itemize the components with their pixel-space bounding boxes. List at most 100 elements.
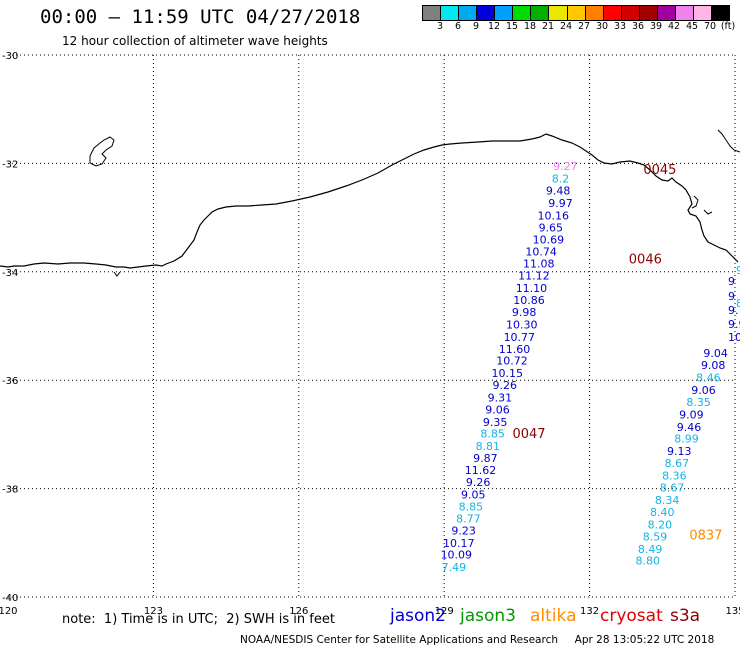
legend-label: 45 — [685, 21, 699, 32]
latitude-tick-label: -34 — [2, 268, 18, 279]
island — [89, 136, 115, 167]
swh-label: 10.86 — [513, 294, 545, 307]
longitude-tick-label: 120 — [0, 606, 18, 617]
longitude-tick-label: 132 — [580, 606, 599, 617]
legend-swatch — [675, 6, 694, 20]
legend-swatch — [459, 6, 478, 20]
legend-swatch — [423, 6, 442, 20]
time-labels: 0045 0046 0047 0837 — [512, 163, 722, 544]
swh-label: 9.87 — [473, 452, 498, 465]
legend-label: 9 — [472, 21, 480, 32]
pass-time-label: 0047 — [512, 427, 545, 442]
swh-label: 10.30 — [506, 318, 538, 331]
swh-label: 8.49 — [638, 543, 663, 556]
latitude-tick-label: -40 — [2, 593, 18, 604]
swh-label: 8.81 — [476, 440, 501, 453]
swh-label: 8.67 — [665, 457, 690, 470]
swh-label: 11.62 — [465, 464, 497, 477]
swh-label: 10.74 — [525, 246, 557, 259]
legend-swatch — [531, 6, 550, 20]
wave-height-color-legend — [422, 5, 730, 21]
legend-label: 3 — [436, 21, 444, 32]
swh-label: 9.13 — [667, 445, 692, 458]
legend-label: 18 — [523, 21, 537, 32]
swh-label: 10.72 — [496, 355, 528, 368]
swh-label: 8.80 — [636, 555, 661, 568]
swh-label: 9.04 — [703, 347, 728, 360]
edge-labels: 999.9.910.39.8. — [728, 264, 740, 344]
legend-label: 24 — [559, 21, 573, 32]
latitude-tick-label: -30 — [2, 51, 18, 62]
legend-swatch — [549, 6, 568, 20]
legend-swatch — [495, 6, 514, 20]
swh-label: 9.65 — [539, 221, 564, 234]
swh-label: 8.85 — [459, 500, 484, 513]
note-text: note: 1) Time is in UTC; 2) SWH is in fe… — [62, 612, 335, 627]
swh-label: 9.31 — [488, 392, 513, 405]
latitude-tick-label: -38 — [2, 485, 18, 496]
swh-label: 9.06 — [485, 403, 510, 416]
swh-label: 10.17 — [443, 537, 475, 550]
swh-label: 10.16 — [538, 209, 570, 222]
legend-swatch — [657, 6, 676, 20]
legend-swatch — [477, 6, 496, 20]
swh-label-clipped: 9. — [728, 304, 739, 317]
swh-label: 10.77 — [504, 331, 536, 344]
coastline-detail — [691, 129, 740, 215]
swh-label-clipped: 9 — [728, 275, 735, 288]
swh-label-clipped: 9 — [728, 290, 735, 303]
swh-label-clipped: 8. — [736, 297, 740, 310]
swh-label-clipped: 9.9 — [728, 318, 740, 331]
island-small — [113, 271, 121, 277]
pass-time-label: 0046 — [629, 252, 662, 267]
legend-label: 15 — [505, 21, 519, 32]
longitude-tick-label: 123 — [144, 606, 163, 617]
satellite-legend-s3a: s3a — [670, 606, 701, 626]
axis-labels: 120 123 126 129 132 135 -30 -32 -34 -36 -38 -40 — [0, 51, 740, 617]
legend-label: 6 — [454, 21, 462, 32]
swh-label: 8.85 — [480, 427, 505, 440]
swh-label: 8.35 — [686, 396, 711, 409]
legend-swatch — [603, 6, 622, 20]
swh-label: 9.06 — [691, 384, 716, 397]
legend-label: 70 — [703, 21, 717, 32]
swh-label: 11.12 — [518, 270, 550, 283]
swh-label-clipped: 10.3 — [728, 331, 740, 344]
legend-swatch — [712, 6, 730, 20]
map-title: 00:00 – 11:59 UTC 04/27/2018 — [40, 6, 361, 28]
swh-label: 8.59 — [643, 530, 668, 543]
latitude-tick-label: -32 — [2, 159, 18, 170]
map-subtitle: 12 hour collection of altimeter wave hei… — [62, 34, 328, 48]
legend-swatch — [621, 6, 640, 20]
swh-label: 9.35 — [483, 416, 508, 429]
swh-label: 11.60 — [499, 343, 531, 356]
swh-label: 9.26 — [493, 379, 518, 392]
map-grid — [8, 54, 736, 598]
legend-label: 42 — [667, 21, 681, 32]
swh-label: 9.08 — [701, 359, 726, 372]
satellite-legend-jason2: jason2 — [390, 606, 446, 626]
swh-label: 8.34 — [655, 494, 680, 507]
legend-label: 27 — [577, 21, 591, 32]
swh-label: 8.67 — [660, 482, 685, 495]
pass-time-label: 0837 — [689, 529, 722, 544]
longitude-tick-label: 129 — [435, 606, 454, 617]
swh-label: 9.97 — [548, 197, 573, 210]
satellite-legend-altika: altika — [530, 606, 577, 626]
legend-swatch — [567, 6, 586, 20]
legend-label: 30 — [595, 21, 609, 32]
swh-label: 8.99 — [674, 433, 699, 446]
legend-label: 33 — [613, 21, 627, 32]
swh-label: 9.05 — [461, 489, 486, 502]
footer-credit: NOAA/NESDIS Center for Satellite Applica… — [240, 634, 715, 646]
swh-label: 9.26 — [466, 476, 491, 489]
swh-label: 8.2 — [552, 173, 570, 186]
swh-label: 10.15 — [491, 367, 523, 380]
longitude-tick-label: 135 — [725, 606, 740, 617]
swh-label: 11.08 — [523, 258, 555, 271]
legend-swatch — [639, 6, 658, 20]
swh-label: 9.98 — [512, 306, 537, 319]
swh-label: 9.23 — [451, 524, 476, 537]
legend-label: (ft) — [720, 21, 736, 32]
swh-label: 10.09 — [441, 549, 473, 562]
